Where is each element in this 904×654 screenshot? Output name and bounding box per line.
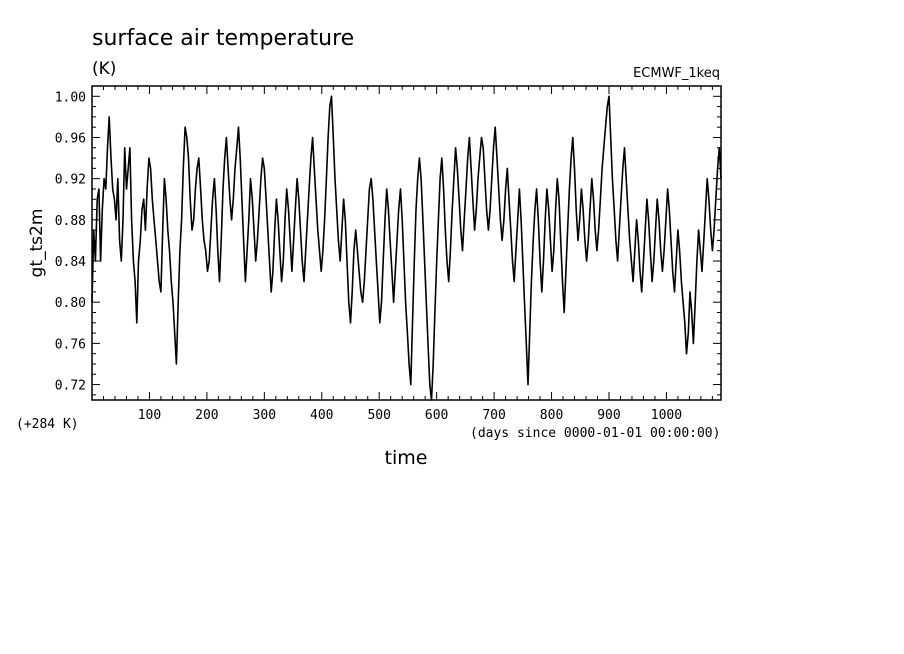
- x-tick-label: 1000: [651, 408, 682, 423]
- series-line-gt_ts2m: [91, 95, 722, 401]
- x-tick-label: 100: [138, 408, 161, 423]
- x-units-label: (days since 0000-01-01 00:00:00): [470, 426, 720, 441]
- x-tick-label: 900: [597, 408, 620, 423]
- y-tick-label: 0.84: [55, 255, 86, 270]
- y-tick-label: 0.96: [55, 131, 86, 146]
- x-tick-label: 200: [195, 408, 218, 423]
- chart-units: (K): [92, 59, 116, 79]
- y-axis-label: gt_ts2m: [27, 209, 47, 278]
- y-tick-label: 0.76: [55, 337, 86, 352]
- y-tick-label: 0.80: [55, 296, 86, 311]
- x-tick-label: 800: [540, 408, 563, 423]
- y-tick-label: 0.72: [55, 379, 86, 394]
- y-tick-label: 1.00: [55, 90, 86, 105]
- dataset-label: ECMWF_1keq: [633, 66, 720, 81]
- x-tick-label: 300: [253, 408, 276, 423]
- chart-title: surface air temperature: [92, 26, 354, 51]
- x-tick-label: 500: [367, 408, 390, 423]
- y-tick-label: 0.92: [55, 173, 86, 188]
- x-tick-label: 600: [425, 408, 448, 423]
- y-tick-labels: 0.72 0.76 0.80 0.84 0.88 0.92 0.96 1.00: [55, 90, 86, 393]
- x-tick-label: 700: [482, 408, 505, 423]
- y-tick-label: 0.88: [55, 214, 86, 229]
- x-tick-labels: 100 200 300 400 500 600 700 800 900 1000: [138, 408, 682, 423]
- plot-frame: [91, 85, 722, 401]
- y-offset-label: (+284 K): [16, 417, 79, 432]
- x-axis-label: time: [385, 447, 428, 469]
- x-tick-label: 400: [310, 408, 333, 423]
